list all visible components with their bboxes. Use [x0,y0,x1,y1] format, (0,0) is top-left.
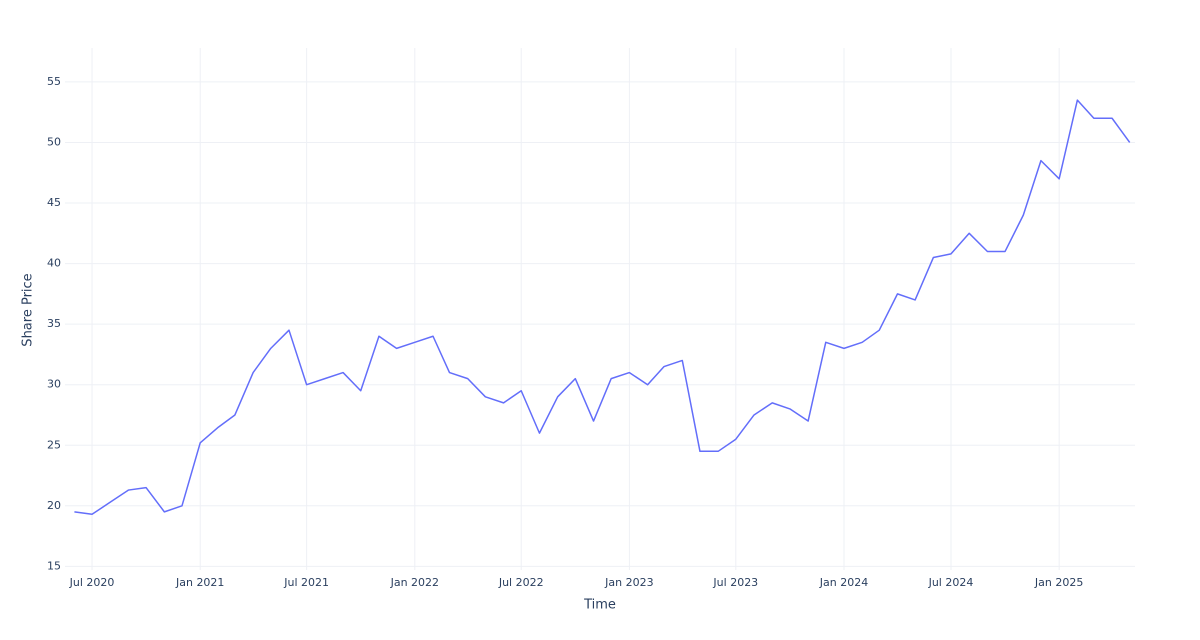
y-tick-label: 15 [47,559,61,572]
y-tick-label: 45 [47,196,61,209]
y-tick-label: 20 [47,499,61,512]
x-tick-label: Jul 2020 [69,576,115,589]
x-tick-label: Jul 2024 [928,576,974,589]
price-line [74,99,1131,516]
y-tick-label: 30 [47,378,61,391]
x-tick-label: Jan 2022 [390,576,439,589]
x-tick-label: Jul 2023 [712,576,758,589]
y-tick-label: 35 [47,317,61,330]
y-tick-label: 50 [47,135,61,148]
y-axis-title: Share Price [21,273,36,346]
x-tick-label: Jan 2024 [819,576,868,589]
y-tick-label: 25 [47,438,61,451]
x-axis-title: Time [583,598,616,613]
x-tick-label: Jan 2021 [175,576,224,589]
x-tick-label: Jan 2025 [1034,576,1083,589]
y-tick-label: 55 [47,75,61,88]
x-tick-label: Jul 2021 [283,576,329,589]
x-tick-label: Jul 2022 [498,576,544,589]
x-tick-label: Jan 2023 [604,576,653,589]
y-tick-label: 40 [47,257,61,270]
